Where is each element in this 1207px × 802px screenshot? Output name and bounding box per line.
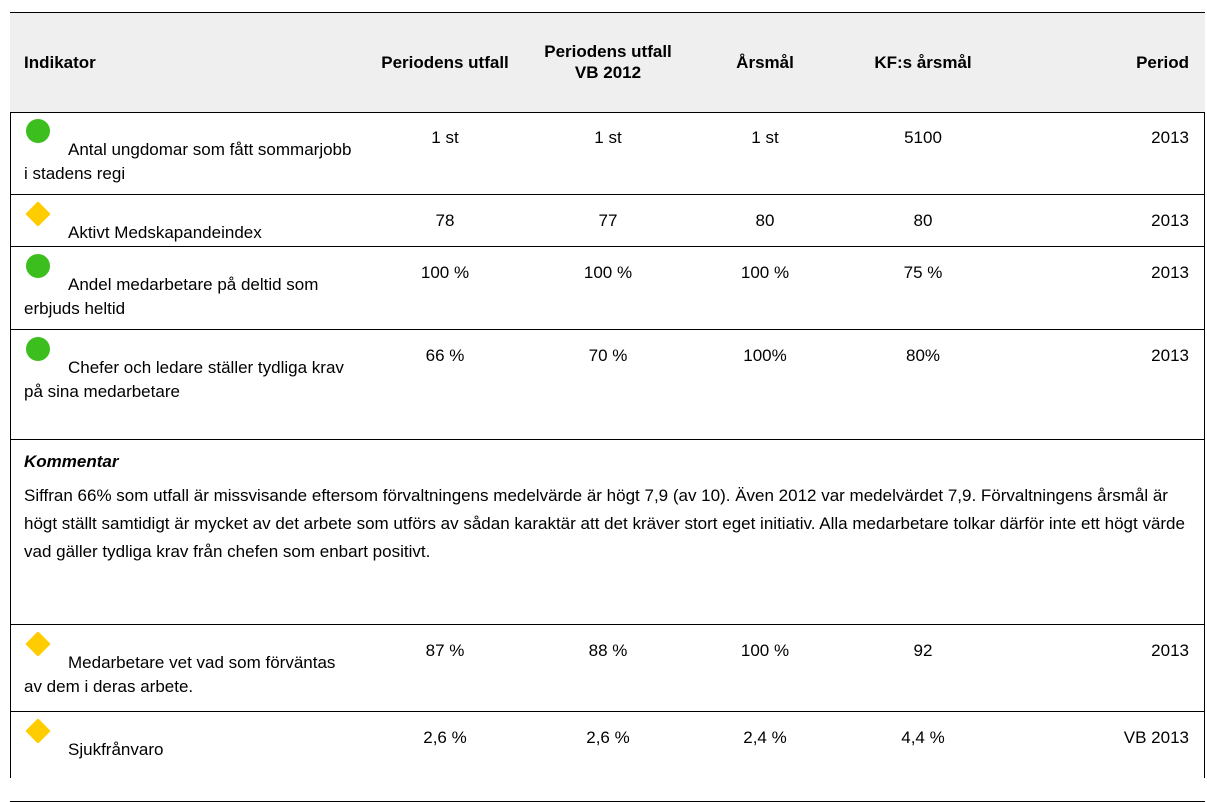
- value: 100%: [743, 346, 787, 365]
- header-cell: Indikator: [24, 53, 96, 72]
- value: 2,6 %: [586, 728, 630, 747]
- value: 2,6 %: [423, 728, 467, 747]
- period: 2013: [1151, 263, 1189, 282]
- page: {"table": { "header": ["Indikator", "Per…: [10, 12, 1205, 802]
- value: 92: [913, 641, 933, 660]
- indicator: Medarbetare vet vad som förväntas av dem…: [24, 653, 336, 696]
- period: 2013: [1151, 128, 1189, 147]
- indicator: Antal ungdomar som fått sommarjobb i sta…: [24, 140, 352, 183]
- indicator: Sjukfrånvaro: [68, 740, 164, 759]
- header-cell: Årsmål: [736, 52, 794, 72]
- value: 88 %: [588, 641, 628, 660]
- value: 1 st: [594, 128, 622, 147]
- value: 80: [913, 211, 933, 230]
- row-separator: [10, 247, 1205, 330]
- row-separator: [10, 440, 1205, 625]
- value: 2,4 %: [743, 728, 787, 747]
- row-separator: [10, 625, 1205, 712]
- value: 70 %: [588, 346, 628, 365]
- header-cell: Periodens utfall: [381, 52, 509, 72]
- period: 2013: [1151, 641, 1189, 660]
- value: 66 %: [425, 346, 465, 365]
- header-row: [10, 12, 1205, 113]
- row-separator: [10, 330, 1205, 440]
- value: 80%: [905, 346, 941, 365]
- indicator: Andel medarbetare på deltid som erbjuds …: [24, 275, 319, 318]
- period: 2013: [1151, 346, 1189, 365]
- value: 78: [435, 211, 455, 230]
- period: 2013: [1151, 211, 1189, 230]
- indicator: Aktivt Medskapandeindex: [68, 223, 262, 242]
- status-icon: [26, 254, 50, 278]
- row-separator: [10, 112, 1205, 195]
- indicator: Chefer och ledare ställer tydliga krav p…: [24, 358, 344, 401]
- value: 100 %: [583, 263, 633, 282]
- header-cell: Periodens utfall VB 2012: [544, 42, 672, 82]
- header-cell: KF:s årsmål: [874, 52, 972, 72]
- value: 4,4 %: [901, 728, 945, 747]
- comment-text: Siffran 66% som utfall är missvisande ef…: [24, 486, 1185, 561]
- row-separator: [10, 195, 1205, 247]
- value: 100 %: [740, 641, 790, 660]
- header-cell: Period: [1136, 53, 1189, 72]
- value: 77: [598, 211, 618, 230]
- comment-title: Kommentar: [24, 452, 119, 471]
- status-icon: [26, 337, 50, 361]
- right-border: [1204, 12, 1205, 778]
- value: 5100: [904, 128, 942, 147]
- status-icon: [26, 119, 50, 143]
- value: 75 %: [903, 263, 943, 282]
- value: 1 st: [431, 128, 459, 147]
- value: 100 %: [740, 263, 790, 282]
- value: 80: [755, 211, 775, 230]
- value: 87 %: [425, 641, 465, 660]
- value: 100 %: [420, 263, 470, 282]
- left-border: [10, 12, 11, 778]
- value: 1 st: [751, 128, 779, 147]
- period: VB 2013: [1123, 728, 1189, 747]
